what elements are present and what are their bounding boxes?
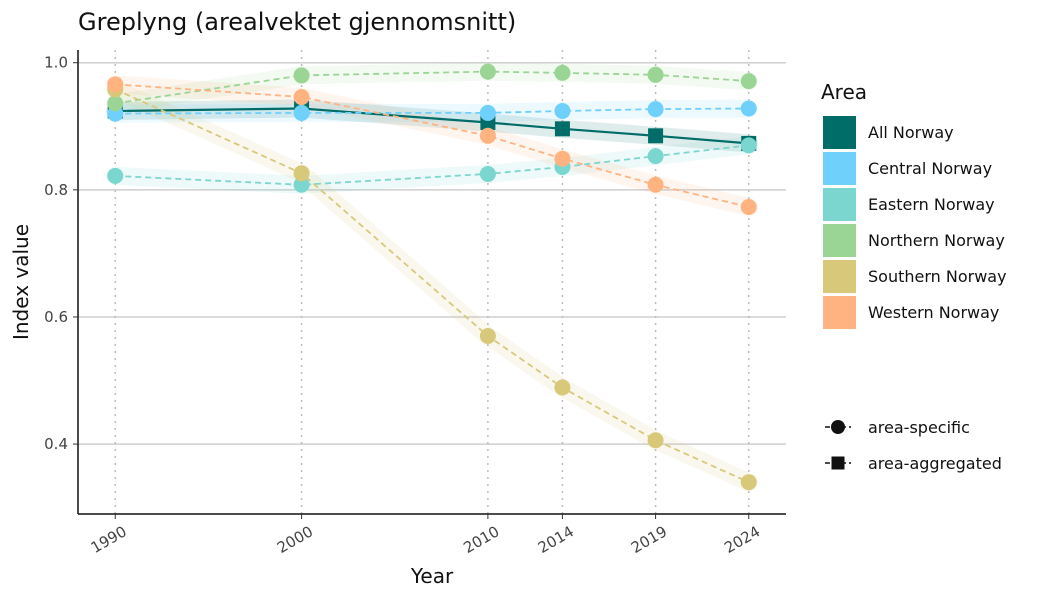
data-point — [107, 167, 124, 184]
data-point — [647, 66, 664, 83]
y-ticks: 0.4 0.6 0.8 1.0 — [44, 54, 78, 453]
x-tick-label: 2000 — [274, 522, 316, 557]
data-point — [554, 379, 571, 396]
legend-label: area-specific — [868, 418, 970, 437]
legend-swatch-2 — [823, 188, 856, 221]
y-tick-label: 0.8 — [44, 181, 68, 199]
data-point — [648, 128, 664, 144]
legend-swatch-4 — [823, 260, 856, 293]
series-line-0 — [115, 107, 749, 145]
series-line-4 — [114, 88, 750, 484]
legend-swatch-3 — [823, 224, 856, 257]
data-point — [293, 89, 310, 106]
legend-label: Northern Norway — [868, 231, 1005, 250]
x-axis-title: Year — [410, 564, 454, 588]
legend-label: Eastern Norway — [868, 195, 995, 214]
data-point — [554, 64, 571, 81]
data-point — [740, 474, 757, 491]
data-point — [740, 100, 757, 117]
x-tick-label: 2014 — [535, 522, 577, 557]
data-point — [647, 176, 664, 193]
x-tick-label: 1990 — [88, 522, 130, 557]
legend-label: Western Norway — [868, 303, 999, 322]
series-line-1 — [115, 107, 749, 115]
legend-shape-entries: area-specific area-aggregated — [825, 418, 1002, 473]
y-axis-title: Index value — [9, 224, 33, 340]
data-point — [647, 432, 664, 449]
data-point — [554, 121, 570, 137]
data-point — [554, 150, 571, 167]
data-point — [479, 104, 496, 121]
data-point — [554, 103, 571, 120]
y-tick-label: 0.6 — [44, 308, 68, 326]
legend-title: Area — [821, 80, 867, 104]
legend-label: Central Norway — [868, 159, 992, 178]
data-point — [293, 67, 310, 84]
chart-title: Greplyng (arealvektet gjennomsnitt) — [78, 8, 516, 36]
data-point — [479, 328, 496, 345]
data-point — [479, 127, 496, 144]
legend-label: area-aggregated — [868, 454, 1002, 473]
data-point — [647, 148, 664, 165]
data-point — [647, 101, 664, 118]
legend-label: All Norway — [868, 123, 954, 142]
legend-swatch-0 — [823, 116, 856, 149]
data-point — [740, 137, 757, 154]
legend-label: Southern Norway — [868, 267, 1007, 286]
data-point — [107, 95, 124, 112]
data-point — [107, 76, 124, 93]
legend-color-entries: All Norway Central Norway Eastern Norway No… — [823, 116, 1007, 329]
data-point — [293, 165, 310, 182]
x-tick-label: 2024 — [721, 522, 763, 557]
legend-swatch-5 — [823, 296, 856, 329]
data-point — [293, 104, 310, 121]
series-line-2 — [115, 144, 749, 186]
series-lines — [114, 70, 750, 484]
legend-shape-marker-0 — [831, 420, 845, 434]
series-line-5 — [115, 83, 749, 208]
series-markers — [107, 63, 757, 491]
axes — [77, 50, 786, 515]
x-tick-label: 2010 — [460, 522, 502, 557]
legend-swatch-1 — [823, 152, 856, 185]
data-point — [740, 73, 757, 90]
y-tick-label: 0.4 — [44, 435, 68, 453]
y-tick-label: 1.0 — [44, 54, 68, 72]
data-point — [740, 198, 757, 215]
x-ticks: 1990 2000 2010 2014 2019 2024 — [88, 514, 763, 557]
x-tick-label: 2019 — [628, 522, 670, 557]
legend-shape-marker-1 — [831, 456, 845, 470]
data-point — [479, 165, 496, 182]
data-point — [293, 176, 310, 193]
legend: Area All Norway Central Norway Eastern Nor… — [821, 80, 1007, 473]
series-line-3 — [115, 70, 749, 105]
data-point — [479, 63, 496, 80]
